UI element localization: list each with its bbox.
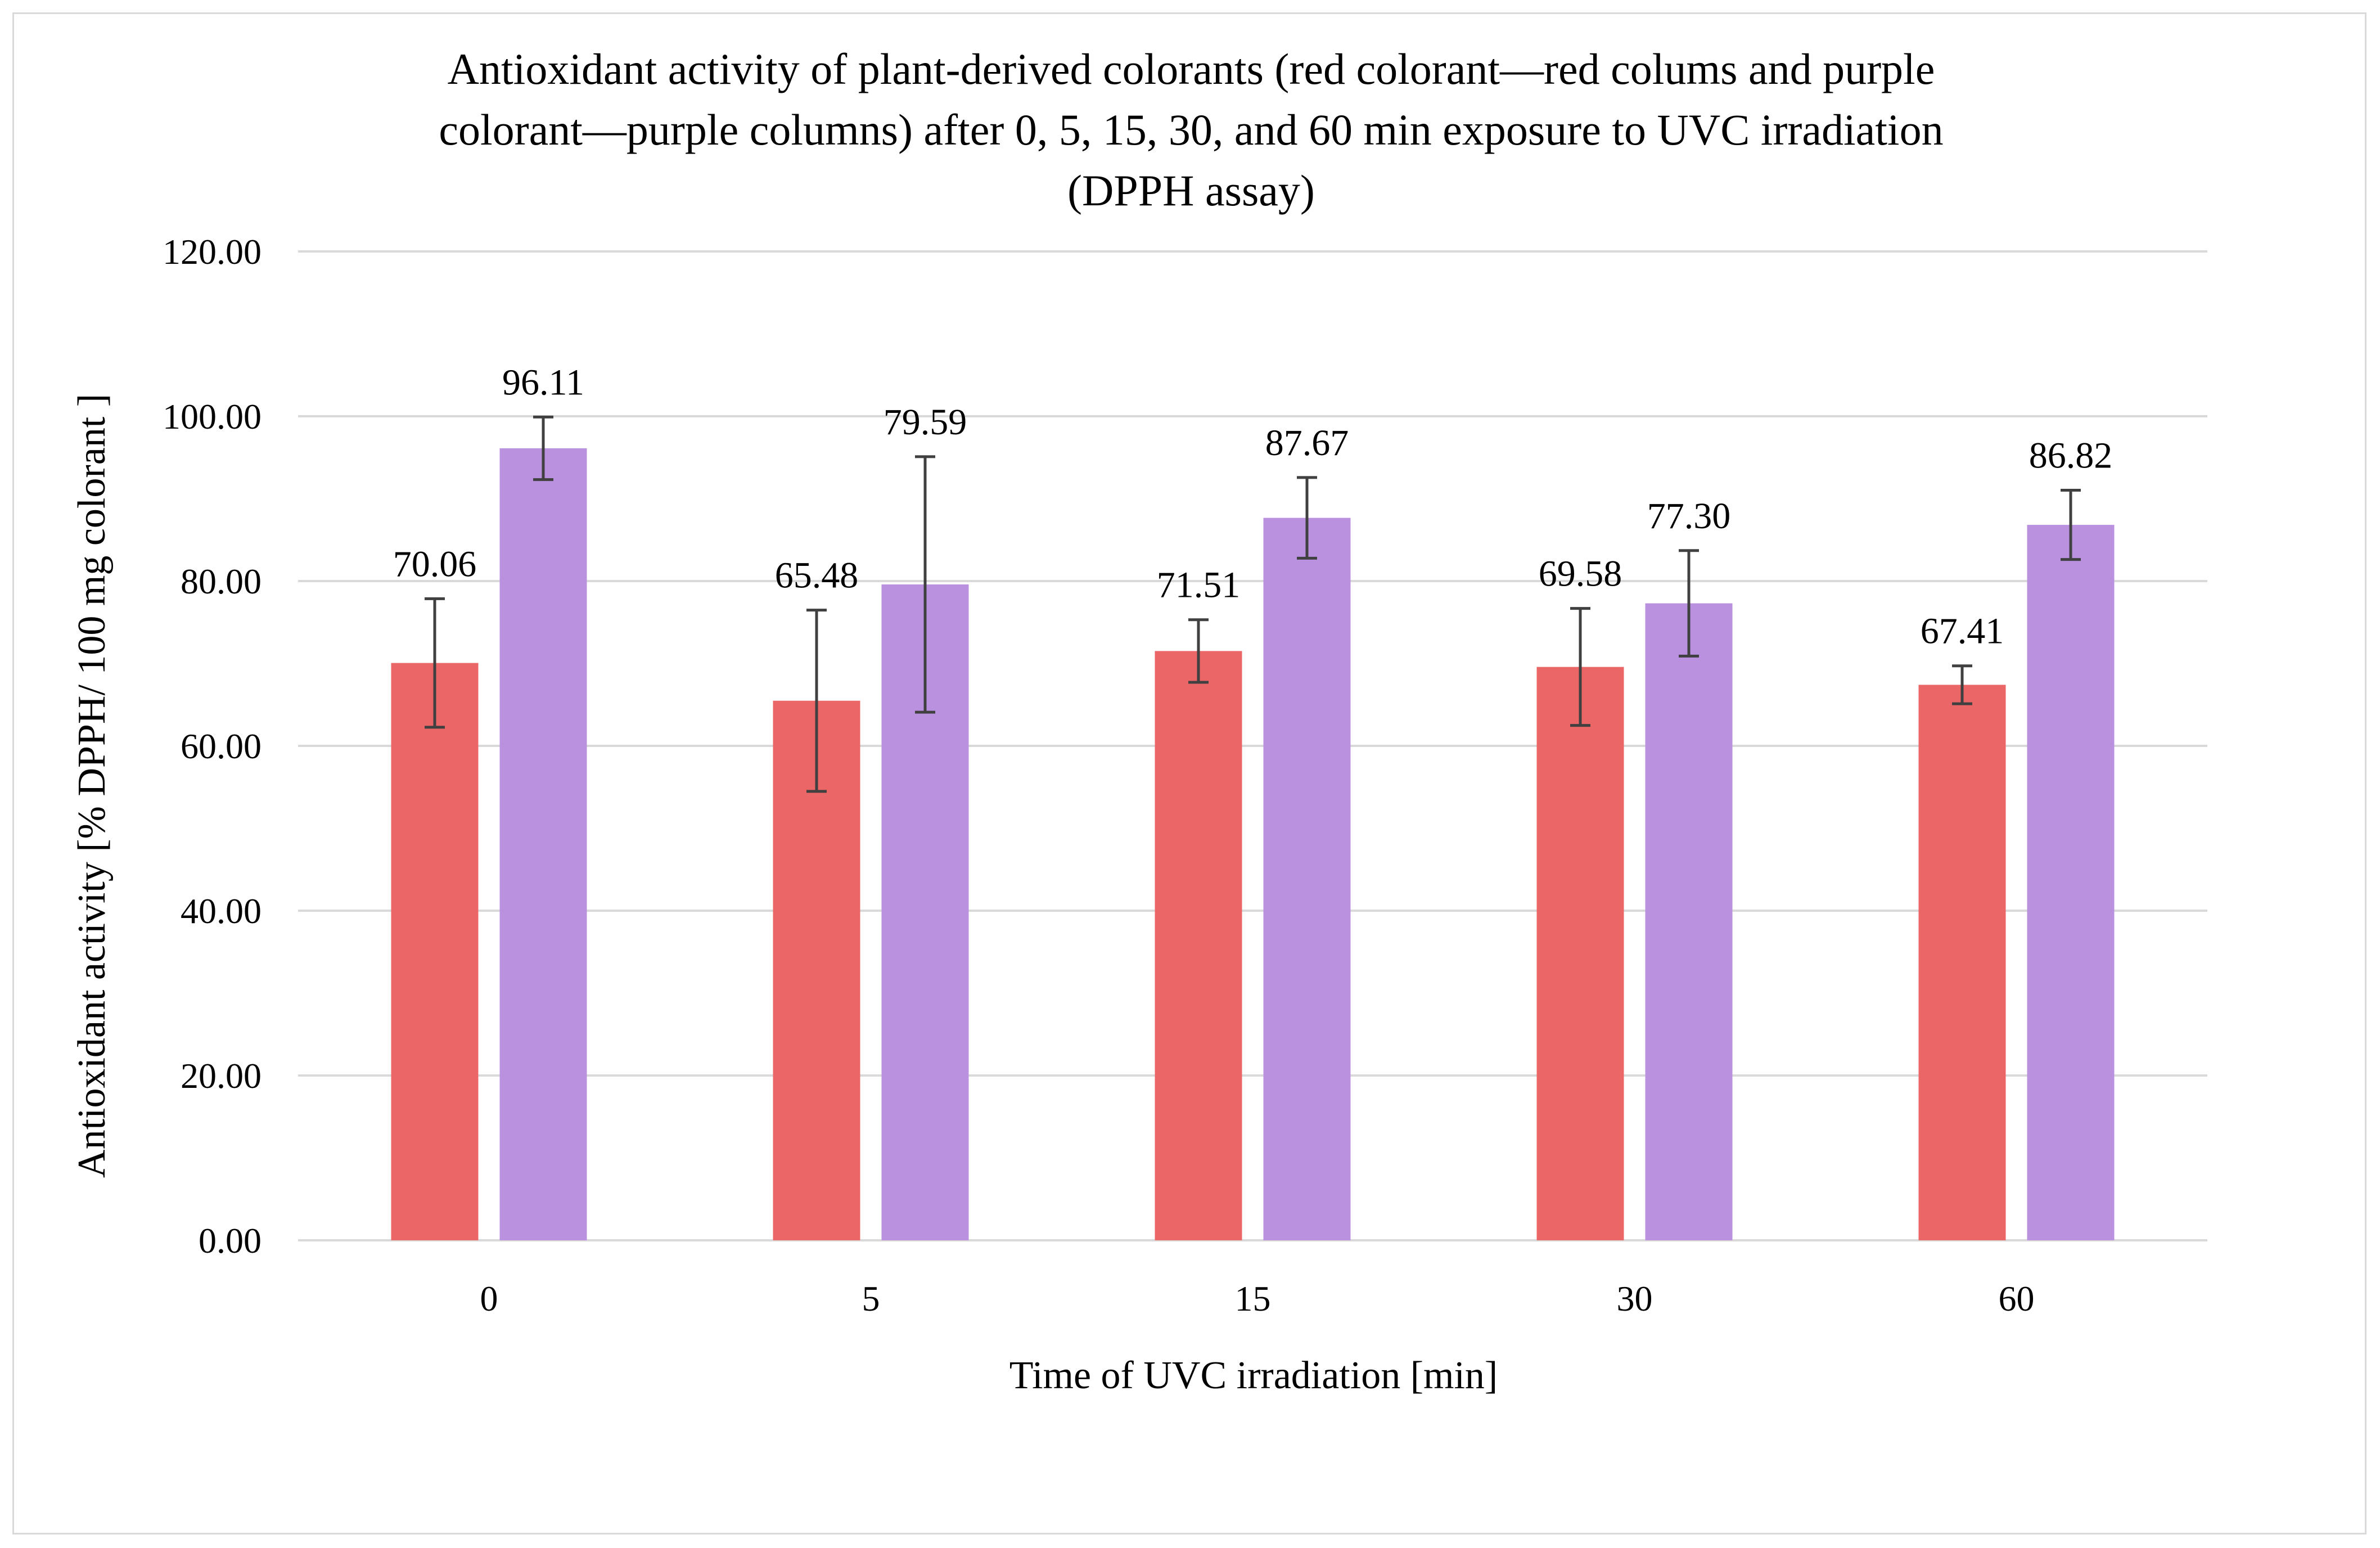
chart-title-line-3: (DPPH assay) bbox=[1067, 166, 1315, 215]
gridlines bbox=[298, 250, 2207, 1241]
y-tick-label-80: 80.00 bbox=[181, 561, 262, 601]
x-tick-label-30: 30 bbox=[1617, 1279, 1653, 1318]
bar-series2-30 bbox=[1645, 603, 1733, 1240]
data-label-series1-5: 65.48 bbox=[775, 555, 859, 596]
y-tick-label-120: 120.00 bbox=[163, 232, 262, 272]
chart-frame: Antioxidant activity of plant-derived co… bbox=[12, 12, 2367, 1534]
y-tick-label-100: 100.00 bbox=[163, 397, 262, 436]
bar-series1-15 bbox=[1155, 651, 1242, 1240]
chart-title: Antioxidant activity of plant-derived co… bbox=[439, 44, 1943, 215]
data-label-series1-0: 70.06 bbox=[393, 543, 477, 584]
bar-series1-30 bbox=[1536, 667, 1624, 1240]
bar-series2-0 bbox=[499, 448, 587, 1240]
x-tick-label-0: 0 bbox=[480, 1279, 498, 1318]
data-label-series1-60: 67.41 bbox=[1921, 611, 2004, 652]
x-tick-label-60: 60 bbox=[1999, 1279, 2035, 1318]
data-label-series1-30: 69.58 bbox=[1539, 554, 1622, 595]
data-label-series2-60: 86.82 bbox=[2029, 435, 2113, 476]
x-axis-title: Time of UVC irradiation [min] bbox=[1009, 1354, 1498, 1397]
data-label-series2-30: 77.30 bbox=[1647, 496, 1731, 537]
y-tick-label-0: 0.00 bbox=[199, 1221, 262, 1261]
x-tick-label-5: 5 bbox=[862, 1279, 880, 1318]
y-tick-label-40: 40.00 bbox=[181, 891, 262, 931]
x-tick-label-15: 15 bbox=[1235, 1279, 1271, 1318]
data-label-series2-5: 79.59 bbox=[884, 402, 967, 443]
chart-svg: Antioxidant activity of plant-derived co… bbox=[70, 44, 2207, 1397]
chart-title-line-2: colorant—purple columns) after 0, 5, 15,… bbox=[439, 105, 1943, 154]
bar-series2-60 bbox=[2027, 525, 2115, 1241]
bar-series1-60 bbox=[1918, 685, 2006, 1240]
y-tick-label-60: 60.00 bbox=[181, 726, 262, 766]
chart-title-line-1: Antioxidant activity of plant-derived co… bbox=[448, 44, 1935, 93]
data-label-series2-15: 87.67 bbox=[1265, 422, 1349, 464]
x-axis-tick-labels: 0 5 15 30 60 bbox=[480, 1279, 2035, 1318]
bar-series1-0 bbox=[391, 663, 479, 1240]
bar-series2-15 bbox=[1263, 518, 1351, 1240]
data-labels: 70.06 96.11 65.48 79.59 71.51 87.67 69.58 77.30… bbox=[393, 362, 2113, 651]
y-axis-tick-labels: 0.00 20.00 40.00 60.00 80.00 100.00 120.00 bbox=[163, 232, 262, 1261]
error-bars bbox=[425, 415, 2081, 793]
data-label-series2-0: 96.11 bbox=[502, 362, 584, 403]
y-axis-title: Antioxidant activity [% DPPH/ 100 mg col… bbox=[70, 394, 114, 1178]
bars bbox=[391, 448, 2115, 1241]
y-tick-label-20: 20.00 bbox=[181, 1056, 262, 1096]
data-label-series1-15: 71.51 bbox=[1157, 565, 1241, 606]
